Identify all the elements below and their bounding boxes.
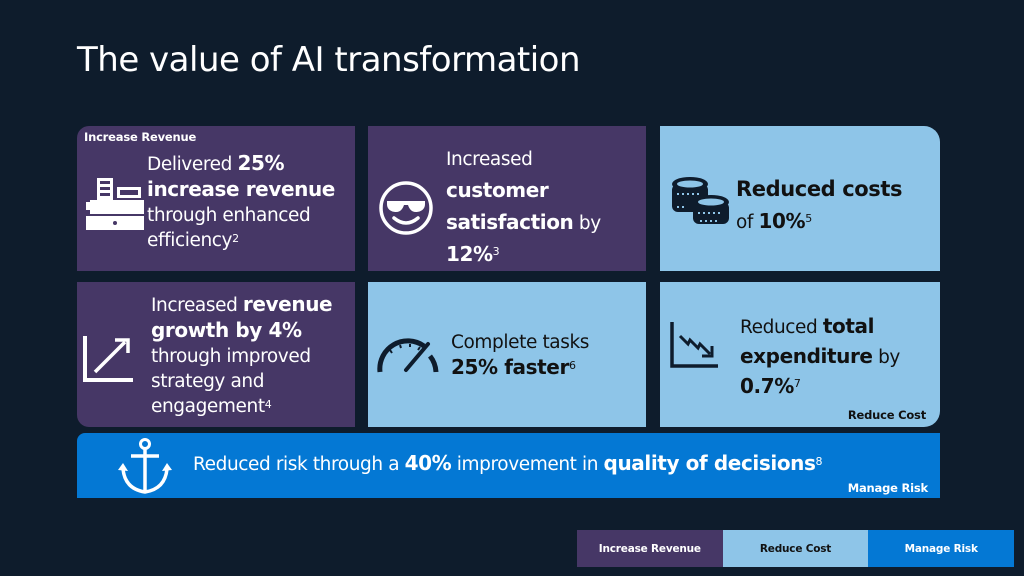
tile-tasks-faster: Complete tasks 25% faster6 xyxy=(368,282,646,427)
tile-text: Delivered 25% increase revenue through e… xyxy=(147,151,335,251)
tile-increase-revenue-25: Increase Revenue Delivered 25% increase … xyxy=(77,126,355,271)
coins-icon xyxy=(670,176,730,232)
sunglasses-smiley-icon xyxy=(378,180,434,240)
tile-customer-satisfaction: Increased customer satisfaction by 12%3 xyxy=(368,126,646,271)
speedometer-icon xyxy=(376,334,440,378)
tile-text: Reduced costs of 10%5 xyxy=(736,177,903,233)
slide-title: The value of AI transformation xyxy=(77,40,581,80)
tile-text: Complete tasks 25% faster6 xyxy=(451,332,590,379)
tile-total-expenditure: Reduced total expenditure by 0.7%7 Reduc… xyxy=(660,282,940,427)
tile-text: Increased customer satisfaction by 12%3 xyxy=(446,149,601,266)
anchor-icon xyxy=(117,437,173,499)
cash-register-icon xyxy=(86,178,144,234)
legend-manage-risk: Manage Risk xyxy=(868,530,1015,567)
tile-revenue-growth: Increased revenue growth by 4% through i… xyxy=(77,282,355,427)
tile-text: Reduced risk through a 40% improvement i… xyxy=(193,451,823,475)
category-tag: Manage Risk xyxy=(847,481,928,495)
tile-text: Increased revenue growth by 4% through i… xyxy=(151,292,333,417)
tile-text: Reduced total expenditure by 0.7%7 xyxy=(740,314,900,398)
category-legend: Increase Revenue Reduce Cost Manage Risk xyxy=(577,530,1015,567)
trend-up-chart-icon xyxy=(83,334,137,388)
legend-reduce-cost: Reduce Cost xyxy=(722,530,869,567)
tile-reduced-risk: Reduced risk through a 40% improvement i… xyxy=(77,433,940,498)
trend-down-chart-icon xyxy=(670,320,720,374)
legend-increase-revenue: Increase Revenue xyxy=(577,530,723,567)
category-tag: Increase Revenue xyxy=(84,130,197,144)
tile-reduced-costs: Reduced costs of 10%5 xyxy=(660,126,940,271)
category-tag: Reduce Cost xyxy=(847,408,926,422)
